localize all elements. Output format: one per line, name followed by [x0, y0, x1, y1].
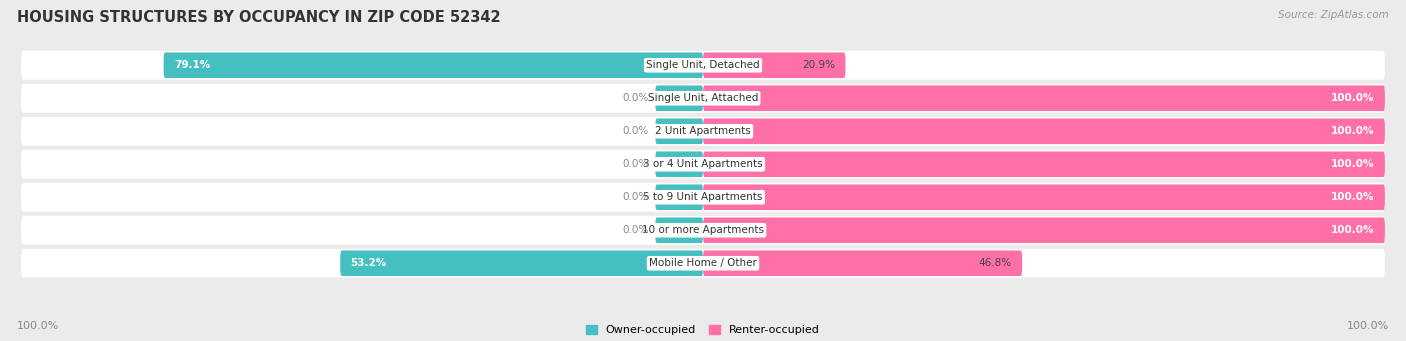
Text: 100.0%: 100.0%	[1347, 321, 1389, 331]
FancyBboxPatch shape	[655, 86, 703, 111]
FancyBboxPatch shape	[703, 218, 1385, 243]
Text: 10 or more Apartments: 10 or more Apartments	[643, 225, 763, 235]
FancyBboxPatch shape	[21, 150, 1385, 179]
FancyBboxPatch shape	[703, 118, 1385, 144]
Text: HOUSING STRUCTURES BY OCCUPANCY IN ZIP CODE 52342: HOUSING STRUCTURES BY OCCUPANCY IN ZIP C…	[17, 10, 501, 25]
Text: 100.0%: 100.0%	[1331, 126, 1375, 136]
Text: 100.0%: 100.0%	[1331, 159, 1375, 169]
Text: Source: ZipAtlas.com: Source: ZipAtlas.com	[1278, 10, 1389, 20]
FancyBboxPatch shape	[655, 218, 703, 243]
Text: 79.1%: 79.1%	[174, 60, 209, 70]
FancyBboxPatch shape	[21, 216, 1385, 245]
FancyBboxPatch shape	[655, 184, 703, 210]
Text: 53.2%: 53.2%	[350, 258, 387, 268]
Text: 0.0%: 0.0%	[623, 93, 648, 103]
Text: 0.0%: 0.0%	[623, 126, 648, 136]
Text: 100.0%: 100.0%	[1331, 192, 1375, 202]
Text: 100.0%: 100.0%	[17, 321, 59, 331]
Text: 0.0%: 0.0%	[623, 225, 648, 235]
Text: 2 Unit Apartments: 2 Unit Apartments	[655, 126, 751, 136]
Text: 46.8%: 46.8%	[979, 258, 1012, 268]
Text: Mobile Home / Other: Mobile Home / Other	[650, 258, 756, 268]
Text: 100.0%: 100.0%	[1331, 93, 1375, 103]
Text: Single Unit, Attached: Single Unit, Attached	[648, 93, 758, 103]
Text: 0.0%: 0.0%	[623, 192, 648, 202]
Text: 5 to 9 Unit Apartments: 5 to 9 Unit Apartments	[644, 192, 762, 202]
FancyBboxPatch shape	[703, 86, 1385, 111]
FancyBboxPatch shape	[703, 184, 1385, 210]
Legend: Owner-occupied, Renter-occupied: Owner-occupied, Renter-occupied	[586, 325, 820, 336]
FancyBboxPatch shape	[21, 84, 1385, 113]
Text: 100.0%: 100.0%	[1331, 225, 1375, 235]
FancyBboxPatch shape	[655, 118, 703, 144]
FancyBboxPatch shape	[703, 251, 1022, 276]
FancyBboxPatch shape	[21, 117, 1385, 146]
Text: Single Unit, Detached: Single Unit, Detached	[647, 60, 759, 70]
Text: 3 or 4 Unit Apartments: 3 or 4 Unit Apartments	[643, 159, 763, 169]
FancyBboxPatch shape	[703, 53, 845, 78]
FancyBboxPatch shape	[21, 183, 1385, 212]
Text: 0.0%: 0.0%	[623, 159, 648, 169]
Text: 20.9%: 20.9%	[803, 60, 835, 70]
FancyBboxPatch shape	[21, 249, 1385, 278]
FancyBboxPatch shape	[21, 51, 1385, 80]
FancyBboxPatch shape	[340, 251, 703, 276]
FancyBboxPatch shape	[655, 151, 703, 177]
FancyBboxPatch shape	[163, 53, 703, 78]
FancyBboxPatch shape	[703, 151, 1385, 177]
